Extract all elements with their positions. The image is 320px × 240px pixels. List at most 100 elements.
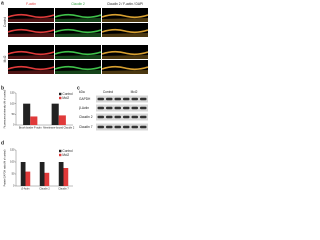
y-tick-label: 50: [12, 172, 15, 176]
micrograph: [102, 8, 148, 22]
blot-band: [140, 97, 147, 101]
tissue-edge: [54, 65, 102, 71]
bar: [23, 103, 31, 125]
bar: [58, 162, 64, 186]
micrograph: [55, 8, 101, 22]
x-tick-label: β-Actin: [22, 188, 30, 191]
blot-strip: [96, 95, 148, 103]
panel-label: a: [1, 0, 4, 6]
x-tick-label: Claudin 2: [39, 188, 50, 191]
micrograph: [55, 23, 101, 37]
blot-band: [140, 115, 147, 119]
legend-label: Control: [62, 149, 73, 153]
bar: [63, 168, 69, 186]
tissue-edge: [101, 50, 149, 56]
micrograph: [102, 45, 148, 59]
bar: [58, 115, 66, 125]
panel-label: d: [1, 140, 4, 146]
blot-band: [131, 125, 138, 129]
row-label: Control: [3, 17, 7, 28]
legend-label: Mcl2: [62, 153, 69, 157]
blot-band: [123, 125, 130, 129]
bar: [20, 162, 26, 186]
tissue-edge: [7, 28, 55, 34]
blot-band: [114, 125, 121, 129]
tissue-body: [55, 18, 101, 22]
y-tick-label: 100: [10, 160, 15, 164]
legend-swatch: [59, 149, 62, 153]
blot-band: [131, 97, 138, 101]
tissue-body: [102, 18, 148, 22]
micrograph: [8, 8, 54, 22]
column-title: Claudin 2: [71, 2, 85, 6]
blot-strip: [96, 104, 148, 112]
legend-swatch: [59, 96, 62, 100]
blot-band: [114, 115, 121, 119]
blot-strip: [96, 123, 148, 131]
tissue-edge: [54, 50, 102, 56]
blot-strip: [96, 113, 148, 121]
tissue-edge: [54, 28, 102, 34]
micrograph: [102, 23, 148, 37]
legend-label: Control: [62, 92, 73, 96]
y-tick-label: 100: [10, 101, 15, 105]
blot-band: [106, 97, 113, 101]
tissue-edge: [7, 50, 55, 56]
tissue-body: [102, 55, 148, 59]
blot-band: [123, 106, 130, 110]
lane-label: Mcl2: [131, 90, 138, 94]
blot-band: [131, 115, 138, 119]
blot-band: [106, 125, 113, 129]
column-title: Claudin 2 / F-actin / DAPI: [107, 2, 143, 6]
tissue-edge: [101, 65, 149, 71]
blot-band: [123, 97, 130, 101]
tissue-edge: [7, 13, 55, 19]
blot-band: [114, 106, 121, 110]
blot-band: [140, 125, 147, 129]
x-tick-label: Membrane-bound Claudin 2: [43, 127, 75, 130]
tissue-body: [55, 55, 101, 59]
tissue-edge: [7, 65, 55, 71]
micrograph: [55, 60, 101, 74]
blot-band: [97, 97, 104, 101]
tissue-body: [102, 33, 148, 37]
blot-band: [97, 125, 104, 129]
micrograph: [8, 23, 54, 37]
legend-swatch: [59, 92, 62, 96]
y-axis-label: Fluorescence intensity (% of control): [4, 89, 7, 128]
y-tick-label: 150: [10, 91, 15, 95]
blot-band: [106, 106, 113, 110]
blot-unit: kDa: [79, 90, 85, 94]
bar: [39, 162, 45, 186]
row-label: Mcl2: [3, 55, 7, 62]
tissue-edge: [101, 13, 149, 19]
micrograph: [55, 45, 101, 59]
tissue-body: [55, 33, 101, 37]
tissue-body: [8, 70, 54, 74]
blot-band: [106, 115, 113, 119]
panel-label: b: [1, 85, 4, 91]
legend-label: Mcl2: [62, 96, 69, 100]
bar: [44, 172, 50, 186]
tissue-body: [8, 55, 54, 59]
tissue-body: [8, 33, 54, 37]
y-tick-label: 0: [13, 184, 15, 188]
blot-row-label: β-Actin: [79, 106, 89, 110]
y-tick-label: 50: [12, 112, 15, 116]
tissue-edge: [101, 28, 149, 34]
blot-row-label: Claudin 7: [79, 125, 93, 129]
blot-band: [123, 115, 130, 119]
blot-band: [97, 115, 104, 119]
micrograph: [102, 60, 148, 74]
micrograph: [8, 60, 54, 74]
y-axis-label: Protein/GAPDH ratio (% of control): [4, 149, 7, 186]
legend-swatch: [59, 153, 62, 157]
blot-band: [97, 106, 104, 110]
tissue-edge: [54, 13, 102, 19]
bar: [51, 103, 59, 125]
tissue-body: [55, 70, 101, 74]
tissue-body: [8, 18, 54, 22]
column-title: F-actin: [26, 2, 36, 6]
bar: [30, 116, 38, 125]
blot-row-label: Claudin 2: [79, 115, 93, 119]
